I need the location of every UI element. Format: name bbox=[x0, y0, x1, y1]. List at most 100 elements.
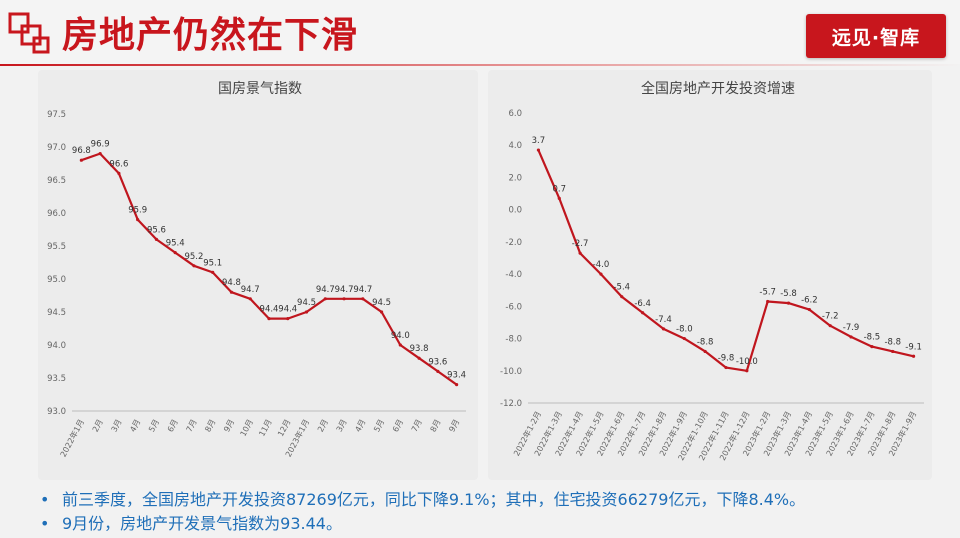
data-label: -5.8 bbox=[780, 289, 797, 299]
y-tick-label: -6.0 bbox=[505, 302, 522, 312]
series-line bbox=[81, 152, 458, 386]
x-tick-label: 10月 bbox=[239, 418, 255, 438]
data-point bbox=[323, 297, 327, 301]
x-tick-label: 7月 bbox=[410, 418, 424, 434]
data-point bbox=[599, 272, 603, 276]
data-point bbox=[286, 317, 290, 321]
y-tick-label: -8.0 bbox=[505, 335, 522, 345]
data-label: 95.4 bbox=[166, 239, 185, 249]
data-point bbox=[98, 152, 102, 156]
y-tick-label: 95.5 bbox=[47, 242, 66, 252]
data-point bbox=[536, 148, 541, 152]
data-label: -6.2 bbox=[801, 296, 818, 306]
data-point bbox=[342, 297, 346, 301]
data-label: 94.7 bbox=[241, 285, 260, 295]
y-tick-label: -2.0 bbox=[505, 238, 522, 248]
data-point bbox=[192, 264, 196, 268]
data-point bbox=[154, 237, 159, 241]
data-point bbox=[828, 324, 832, 328]
data-point bbox=[682, 336, 686, 341]
data-label: -5.4 bbox=[613, 283, 630, 293]
data-label: -8.8 bbox=[697, 337, 714, 347]
chart-title: 全国房地产开发投资增速 bbox=[641, 80, 795, 97]
x-tick-label: 3月 bbox=[335, 418, 349, 434]
y-tick-label: 96.5 bbox=[47, 176, 66, 186]
data-label: -7.9 bbox=[843, 323, 860, 333]
data-label: 94.7 bbox=[335, 285, 354, 295]
data-point bbox=[703, 349, 707, 354]
data-label: -5.7 bbox=[759, 288, 776, 298]
data-point bbox=[173, 251, 177, 255]
data-point bbox=[436, 369, 440, 373]
data-point bbox=[620, 295, 624, 299]
y-tick-label: 4.0 bbox=[508, 141, 522, 151]
x-tick-label: 11月 bbox=[257, 418, 273, 438]
data-point bbox=[379, 310, 384, 314]
y-tick-label: 95.0 bbox=[47, 275, 66, 285]
data-label: 94.4 bbox=[260, 305, 279, 315]
data-label: -8.5 bbox=[864, 333, 881, 343]
data-label: 94.5 bbox=[297, 298, 316, 308]
y-tick-label: 93.5 bbox=[47, 374, 66, 384]
data-label: -10.0 bbox=[736, 357, 758, 367]
data-label: -9.1 bbox=[905, 342, 922, 352]
data-point bbox=[455, 383, 459, 387]
data-point bbox=[136, 218, 140, 222]
y-tick-label: 96.0 bbox=[47, 209, 66, 219]
data-label: 93.8 bbox=[410, 344, 429, 354]
data-label: -8.0 bbox=[676, 325, 693, 335]
header-bar: 房地产仍然在下滑 远见·智库 bbox=[0, 0, 960, 66]
data-point bbox=[79, 158, 83, 162]
data-point bbox=[870, 345, 874, 349]
data-label: 95.6 bbox=[147, 225, 166, 235]
data-point bbox=[807, 307, 811, 312]
data-label: -2.7 bbox=[572, 239, 589, 249]
x-tick-label: 4月 bbox=[128, 418, 142, 434]
brand-badge: 远见·智库 bbox=[806, 14, 946, 58]
data-point bbox=[766, 299, 770, 304]
chart-title: 国房景气指数 bbox=[218, 81, 302, 97]
data-label: 94.4 bbox=[278, 305, 297, 315]
bullet-text: 9月份，房地产开发景气指数为93.44。 bbox=[62, 514, 342, 533]
data-label: 94.8 bbox=[222, 278, 241, 288]
x-tick-label: 9月 bbox=[222, 418, 236, 434]
data-label: 96.9 bbox=[91, 140, 110, 150]
y-tick-label: 94.0 bbox=[47, 341, 66, 351]
data-point bbox=[724, 365, 728, 370]
data-point bbox=[248, 297, 252, 301]
x-tick-label: 12月 bbox=[276, 418, 292, 438]
header-divider bbox=[0, 64, 960, 66]
data-point bbox=[641, 311, 645, 315]
data-label: 93.6 bbox=[428, 357, 447, 367]
data-point bbox=[578, 251, 582, 255]
data-label: -6.4 bbox=[634, 299, 651, 309]
y-tick-label: 2.0 bbox=[508, 173, 522, 183]
housing-climate-index-chart: 国房景气指数 93.0 93.5 94.0 94.5 95.0 95.5 96.0 96.5 97… bbox=[47, 81, 466, 459]
data-point bbox=[398, 343, 402, 347]
data-point bbox=[229, 290, 234, 294]
data-label: 0.7 bbox=[552, 184, 566, 194]
data-point bbox=[891, 349, 895, 354]
data-point bbox=[911, 354, 916, 358]
x-tick-label: 6月 bbox=[166, 418, 180, 434]
x-tick-label: 3月 bbox=[110, 418, 124, 434]
data-label: 94.5 bbox=[372, 298, 391, 308]
x-tick-label: 6月 bbox=[391, 418, 405, 434]
data-label: 3.7 bbox=[532, 136, 546, 146]
bullet-dot-icon: • bbox=[40, 490, 50, 509]
data-point bbox=[745, 369, 749, 373]
chart-panel-left: 国房景气指数 93.0 93.5 94.0 94.5 95.0 95.5 96.0 96.5 97… bbox=[38, 70, 478, 480]
bullet-item: • 9月份，房地产开发景气指数为93.44。 bbox=[40, 512, 955, 536]
data-label: -8.8 bbox=[884, 337, 901, 347]
data-label: 94.7 bbox=[353, 285, 372, 295]
data-label: -9.8 bbox=[718, 354, 735, 364]
data-label: -4.0 bbox=[593, 260, 610, 270]
bullet-text: 前三季度，全国房地产开发投资87269亿元，同比下降9.1%；其中，住宅投资66… bbox=[62, 490, 806, 509]
x-tick-label: 8月 bbox=[203, 418, 217, 434]
data-point bbox=[849, 335, 853, 339]
y-tick-label: -12.0 bbox=[500, 399, 522, 409]
data-label: 95.2 bbox=[184, 252, 203, 262]
y-tick-label: 97.5 bbox=[47, 110, 66, 120]
x-tick-label: 2022年1月 bbox=[58, 417, 86, 458]
logo-squares-icon bbox=[8, 12, 50, 54]
